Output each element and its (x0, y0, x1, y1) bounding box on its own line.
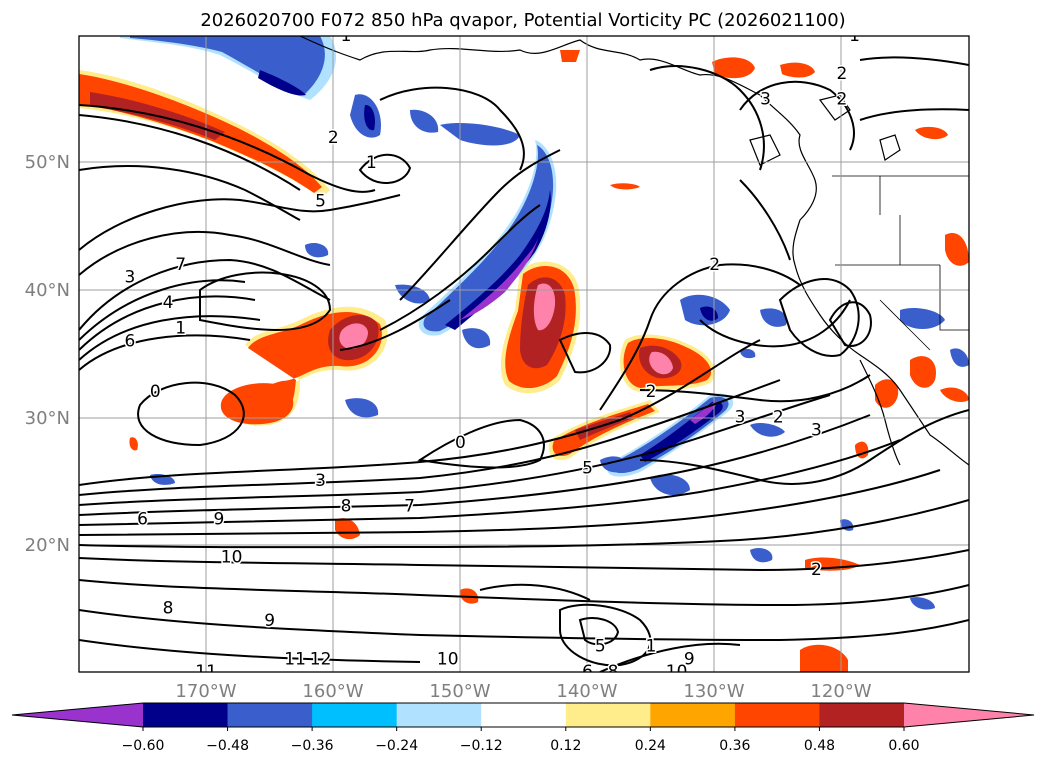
colorbar-tick-label: 0.36 (719, 738, 750, 754)
contour-label: 2 (811, 560, 822, 580)
colorbar-segment (650, 703, 736, 727)
contour-label: 7 (404, 497, 415, 517)
contour-label: 8 (163, 598, 174, 618)
colorbar: −0.60 −0.48 −0.36 −0.24 −0.12 0.12 0.24 0.36 0.4… (11, 702, 1035, 754)
contour-label: 1 (849, 26, 860, 46)
contour-label: 5 (582, 459, 593, 479)
contour-label: 10 (221, 548, 243, 568)
contour-label: 1 (646, 637, 657, 657)
lon-label-120w: 120°W (810, 681, 871, 702)
colorbar-segment (227, 703, 313, 727)
contour-label: 11 (284, 649, 306, 669)
lon-label-130w: 130°W (683, 681, 744, 702)
latitude-axis-labels: 50°N 40°N 30°N 20°N (25, 152, 70, 556)
contour-label: 2 (328, 128, 339, 148)
contour-label: 0 (455, 433, 466, 453)
contour-label: 2 (709, 255, 720, 275)
contour-label: 2 (773, 408, 784, 428)
contour-label: 1 (366, 153, 377, 173)
contour-label: 10 (666, 662, 688, 682)
colorbar-segment (312, 703, 398, 727)
lon-label-150w: 150°W (429, 681, 490, 702)
contour-label: 8 (341, 497, 352, 517)
contour-label: 7 (175, 255, 186, 275)
contour-label: 5 (315, 191, 326, 211)
colorbar-extend-low (12, 703, 143, 727)
lat-label-30n: 30°N (25, 408, 70, 429)
contour-label: 6 (137, 509, 148, 529)
contour-label: 3 (315, 471, 326, 491)
colorbar-segment (396, 703, 482, 727)
contour-label: 6 (124, 331, 135, 351)
contour-label: 12 (310, 649, 332, 669)
longitude-axis-labels: 170°W 160°W 150°W 140°W 130°W 120°W (175, 681, 871, 702)
map-title: 2026020700 F072 850 hPa qvapor, Potentia… (200, 10, 845, 31)
colorbar-tick-label: −0.24 (375, 738, 418, 754)
contour-label: 6 (582, 662, 593, 682)
contour-label: 3 (124, 268, 135, 288)
pv-contours (79, 56, 969, 672)
political-borders (832, 175, 969, 351)
contour-label: 4 (163, 293, 174, 313)
lon-label-170w: 170°W (175, 681, 236, 702)
lat-label-50n: 50°N (25, 152, 70, 173)
contour-label: 9 (264, 611, 275, 631)
colorbar-tick-label: −0.60 (122, 738, 165, 754)
contour-label: 10 (437, 649, 459, 669)
contour-label: 0 (150, 382, 161, 402)
colorbar-extend-high (904, 703, 1034, 727)
coastlines (299, 36, 969, 466)
contour-label: 8 (608, 662, 619, 682)
lon-label-140w: 140°W (556, 681, 617, 702)
colorbar-segment (481, 703, 567, 727)
positive-anomaly-shading (79, 50, 969, 672)
contour-label: 9 (684, 649, 695, 669)
contour-label: 9 (213, 509, 224, 529)
contour-label: 3 (760, 90, 771, 110)
colorbar-tick-label: 0.48 (804, 738, 835, 754)
gridlines (79, 36, 969, 672)
colorbar-segment (819, 703, 905, 727)
colorbar-tick-label: −0.12 (460, 738, 503, 754)
colorbar-segment (143, 703, 229, 727)
lat-label-20n: 20°N (25, 535, 70, 556)
contour-label: 5 (595, 637, 606, 657)
colorbar-tick-label: −0.36 (291, 738, 334, 754)
contour-label: 2 (836, 64, 847, 84)
colorbar-tick-label: 0.24 (635, 738, 666, 754)
colorbar-segment (734, 703, 820, 727)
colorbar-segment (565, 703, 651, 727)
contour-label: 1 (341, 26, 352, 46)
map-frame (78, 35, 970, 673)
colorbar-tick-label: 0.60 (888, 738, 919, 754)
colorbar-tick-label: 0.12 (550, 738, 581, 754)
contour-label: 3 (811, 420, 822, 440)
contour-label: 2 (646, 382, 657, 402)
contour-label: 1 (175, 319, 186, 339)
lon-label-160w: 160°W (302, 681, 363, 702)
lat-label-40n: 40°N (25, 280, 70, 301)
contour-label: 3 (735, 408, 746, 428)
contour-label: 2 (836, 90, 847, 110)
colorbar-tick-label: −0.48 (206, 738, 249, 754)
contour-label: 11 (195, 662, 217, 682)
